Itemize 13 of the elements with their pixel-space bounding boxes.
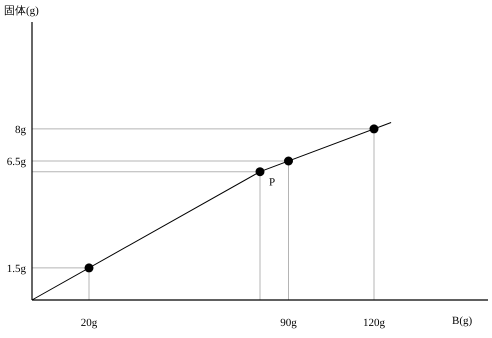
x-tick-label: 90g	[280, 317, 298, 329]
point	[370, 124, 378, 134]
annotation: P	[269, 176, 276, 189]
y-tick-label: 8g	[15, 124, 26, 136]
x-axis-title: B(g)	[452, 315, 472, 327]
y-tick-label: 6.5g	[6, 156, 26, 168]
point	[84, 263, 94, 272]
x-tick-label: 120g	[363, 317, 386, 329]
y-tick-label: 1.5g	[6, 262, 26, 275]
y-axis-title: 固体(g)	[4, 5, 40, 17]
point	[284, 156, 293, 166]
x-tick-label: 20g	[80, 317, 98, 329]
point	[256, 167, 264, 176]
